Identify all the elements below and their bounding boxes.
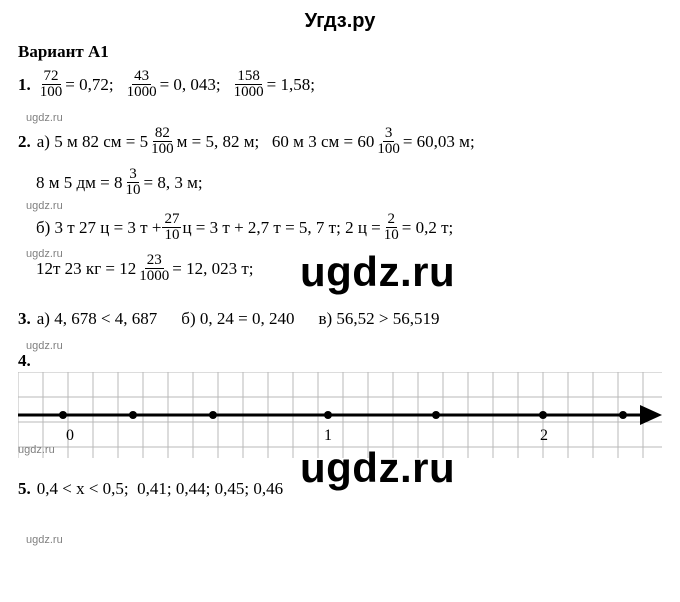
text: = 0, 043; xyxy=(160,74,221,96)
svg-text:2: 2 xyxy=(540,427,548,444)
text: = 1,58; xyxy=(267,74,315,96)
text: а) 4, 678 < 4, 687 xyxy=(37,308,158,330)
problem-number: 3. xyxy=(18,308,31,330)
text: м = 5, 82 м; 60 м 3 см = 60 xyxy=(177,131,375,153)
page-header: Угдз.ру xyxy=(0,0,680,41)
problem-4: 4. xyxy=(18,350,662,372)
fraction: 3 10 xyxy=(124,167,143,198)
problem-2a-line1: 2. а) 5 м 82 см = 5 82 100 м = 5, 82 м; … xyxy=(18,126,662,157)
fraction: 158 1000 xyxy=(232,69,266,100)
problem-number: 4. xyxy=(18,351,31,370)
fraction: 27 10 xyxy=(162,212,181,243)
text: = 0,72; xyxy=(65,74,113,96)
text: а) 5 м 82 см = 5 xyxy=(37,131,148,153)
fraction: 23 1000 xyxy=(137,253,171,284)
problem-2b-line1: б) 3 т 27 ц = 3 т + 27 10 ц = 3 т + 2,7 … xyxy=(18,212,662,243)
text: в) 56,52 > 56,519 xyxy=(318,308,439,330)
fraction: 72 100 xyxy=(38,69,65,100)
content: Вариант А1 1. 72 100 = 0,72; 43 1000 = 0… xyxy=(0,41,680,500)
problem-1: 1. 72 100 = 0,72; 43 1000 = 0, 043; 158 … xyxy=(18,69,662,100)
text: 8 м 5 дм = 8 xyxy=(36,172,123,194)
variant-title: Вариант А1 xyxy=(18,41,662,63)
svg-text:0: 0 xyxy=(66,427,74,444)
fraction: 82 100 xyxy=(149,126,176,157)
problem-2a-line2: 8 м 5 дм = 8 3 10 = 8, 3 м; xyxy=(18,167,662,198)
text: = 12, 023 т; xyxy=(172,258,253,280)
problem-number: 1. xyxy=(18,74,31,96)
problem-3: 3. а) 4, 678 < 4, 687 б) 0, 24 = 0, 240 … xyxy=(18,308,662,330)
problem-number: 5. xyxy=(18,478,31,500)
problem-2b-line2: 12т 23 кг = 12 23 1000 = 12, 023 т; xyxy=(18,253,662,284)
text: = 60,03 м; xyxy=(403,131,475,153)
text: = 0,2 т; xyxy=(402,217,454,239)
watermark-small: ugdz.ru xyxy=(26,534,63,546)
fraction: 2 10 xyxy=(382,212,401,243)
number-line: 0 1 2 xyxy=(18,372,662,458)
fraction: 3 100 xyxy=(375,126,402,157)
text: = 8, 3 м; xyxy=(144,172,203,194)
text: 12т 23 кг = 12 xyxy=(36,258,136,280)
svg-text:1: 1 xyxy=(324,427,332,444)
problem-number: 2. xyxy=(18,131,31,153)
text: б) 3 т 27 ц = 3 т + xyxy=(36,217,161,239)
fraction: 43 1000 xyxy=(125,69,159,100)
text: б) 0, 24 = 0, 240 xyxy=(181,308,294,330)
text: 0,4 < x < 0,5; 0,41; 0,44; 0,45; 0,46 xyxy=(37,478,283,500)
problem-5: 5. 0,4 < x < 0,5; 0,41; 0,44; 0,45; 0,46 xyxy=(18,478,662,500)
text: ц = 3 т + 2,7 т = 5, 7 т; 2 ц = xyxy=(182,217,380,239)
